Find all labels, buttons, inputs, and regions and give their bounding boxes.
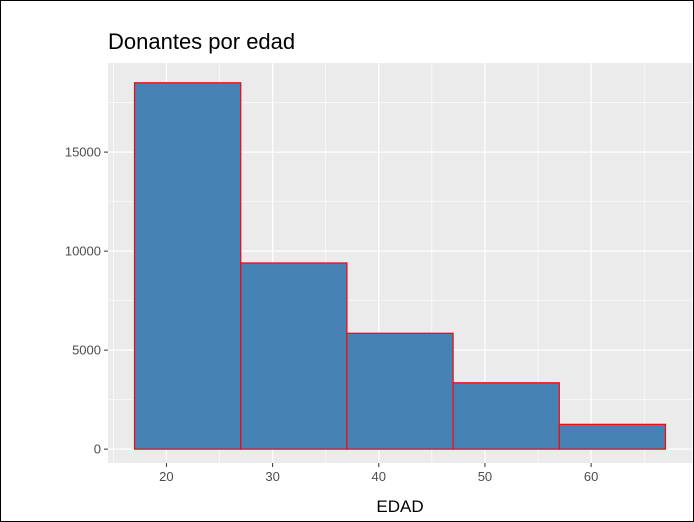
x-tick-label: 20	[159, 469, 173, 484]
histogram-bar	[452, 382, 560, 450]
chart-title: Donantes por edad	[108, 29, 295, 54]
x-tick-label: 40	[372, 469, 386, 484]
x-axis-title: EDAD	[376, 497, 423, 516]
histogram-bar	[133, 82, 242, 450]
histogram-bar	[346, 332, 454, 450]
bars-group	[133, 82, 667, 450]
histogram-bar	[240, 262, 348, 450]
x-axis: 20 30 40 50 60	[159, 463, 598, 484]
y-axis: 0 5000 10000 15000	[65, 145, 108, 457]
y-tick-label: 5000	[72, 343, 101, 358]
x-tick-label: 30	[265, 469, 279, 484]
y-tick-label: 10000	[65, 244, 101, 259]
y-tick-label: 0	[94, 442, 101, 457]
x-tick-label: 60	[584, 469, 598, 484]
x-tick-label: 50	[478, 469, 492, 484]
histogram-bar	[558, 423, 667, 450]
y-tick-label: 15000	[65, 145, 101, 160]
